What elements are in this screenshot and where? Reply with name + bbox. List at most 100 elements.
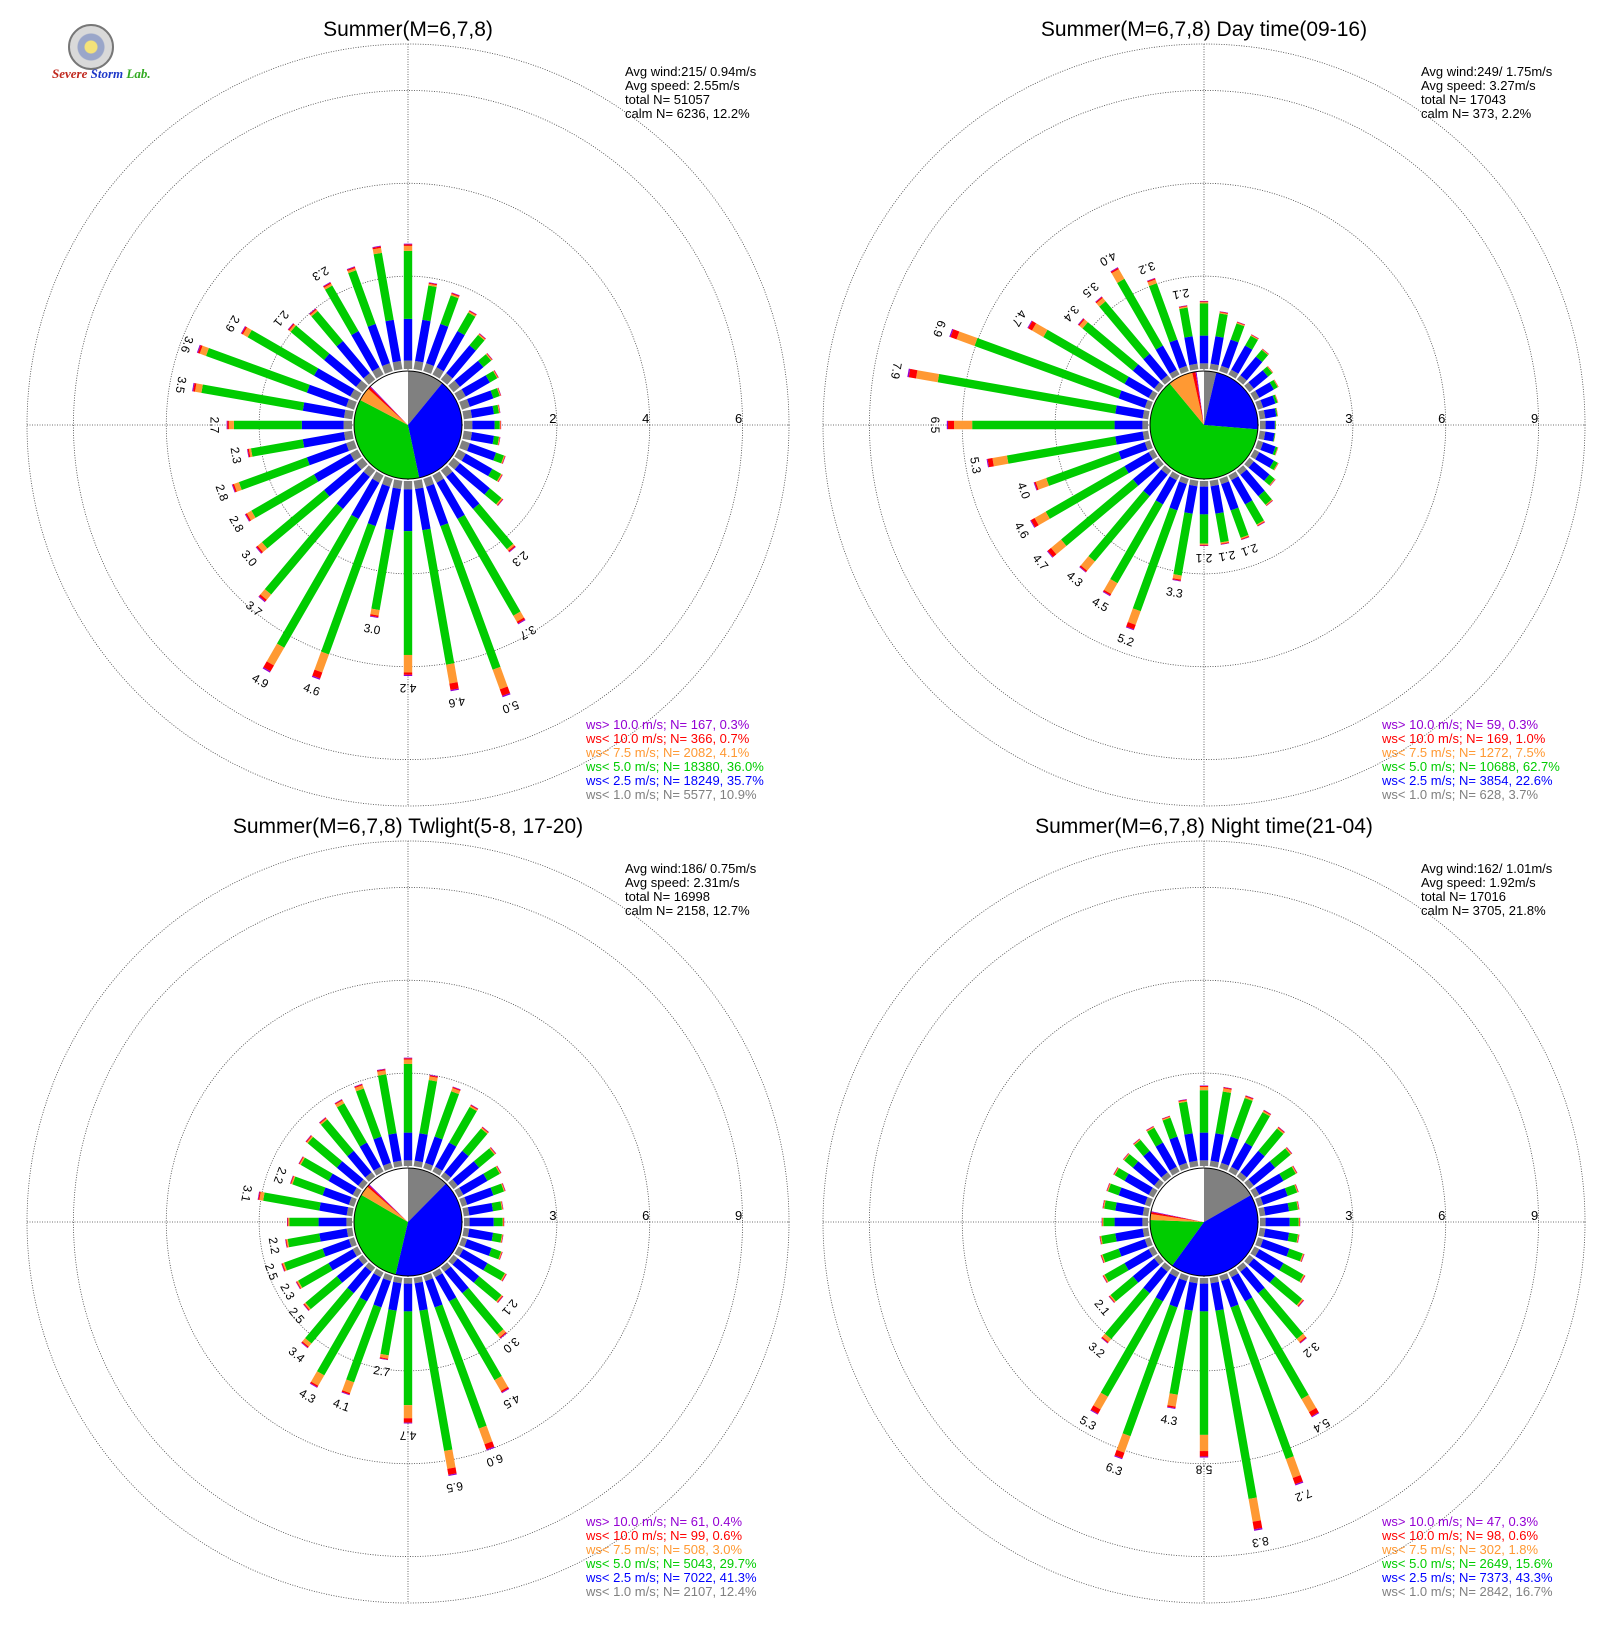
petal-band <box>1102 1275 1107 1284</box>
petal-band <box>1172 579 1181 582</box>
petal-band <box>246 510 256 521</box>
petal-band <box>1161 1115 1171 1120</box>
wind-rose-panel-1: Summer(M=6,7,8) 2 4 6 2.3 3.7 5.0 4.6 4.2 3.0 4.6 4… <box>26 18 790 807</box>
petal-band <box>462 1207 470 1217</box>
petal-value-label: 5.2 <box>1115 631 1136 650</box>
legend-entry: ws< 5.0 m/s; N= 18380, 36.0% <box>585 759 764 774</box>
petal-band <box>313 453 355 482</box>
petal-band <box>501 1388 510 1394</box>
petal-band <box>436 330 465 372</box>
petal-band <box>1104 1200 1117 1211</box>
petal-band <box>323 282 332 288</box>
petal-band <box>1127 608 1141 625</box>
petal-band <box>337 1103 367 1147</box>
petal-band <box>501 1201 504 1210</box>
petal-band <box>454 463 490 495</box>
petal-band <box>937 374 1117 414</box>
petal-band <box>1279 1263 1304 1282</box>
petal-value-label: 4.0 <box>1097 249 1119 270</box>
petal-band <box>403 1160 413 1166</box>
petal-band <box>483 1166 500 1181</box>
ring-label: 9 <box>1531 411 1538 426</box>
legend-entry: ws< 7.5 m/s; N= 1272, 7.5% <box>1381 745 1546 760</box>
petal-band <box>1228 369 1239 379</box>
petal-band <box>1215 1091 1232 1135</box>
petal-band <box>1109 1294 1116 1303</box>
petal-band <box>1260 442 1276 455</box>
petal-band <box>448 1254 458 1265</box>
petal-band <box>478 1425 493 1445</box>
pie-slice <box>1195 371 1204 425</box>
petal-band <box>1250 449 1260 460</box>
petal-band <box>262 667 271 673</box>
petal-band <box>513 611 524 622</box>
petal-band <box>1115 1202 1145 1216</box>
petal-band <box>351 478 380 520</box>
petal-band <box>1132 507 1178 612</box>
stat-line: total N= 17043 <box>1421 92 1506 107</box>
petal-band <box>949 328 954 338</box>
petal-band <box>1104 1287 1150 1340</box>
petal-band <box>347 1150 372 1178</box>
petal-band <box>1143 469 1168 497</box>
petal-band <box>1154 382 1164 393</box>
petal-band <box>1143 1150 1168 1178</box>
pie-slice <box>408 383 463 478</box>
petal-band <box>1297 1201 1300 1210</box>
petal-band <box>426 484 449 527</box>
petal-band <box>501 455 505 464</box>
petal-band <box>1209 363 1219 371</box>
petal-band <box>1287 1201 1298 1212</box>
petal-band <box>1045 466 1129 519</box>
petal-band <box>1219 1273 1230 1282</box>
petal-band <box>257 1191 260 1200</box>
petal-band <box>314 651 329 673</box>
petal-band <box>457 312 476 336</box>
petal-band <box>469 310 477 315</box>
petal-band <box>502 1183 506 1192</box>
petal-band <box>429 1074 438 1077</box>
petal-band <box>440 465 453 478</box>
petal-band <box>1250 1246 1260 1257</box>
petal-band <box>1219 476 1230 485</box>
pie-slice <box>369 386 408 425</box>
petal-band <box>1118 442 1148 460</box>
petal-band <box>1230 507 1249 538</box>
petal-band <box>1210 1133 1224 1163</box>
petal-band <box>199 345 209 356</box>
petal-band <box>251 474 319 518</box>
petal-band <box>492 435 500 446</box>
petal-band <box>1043 329 1129 384</box>
petal-band <box>423 363 434 374</box>
petal-band <box>502 1183 506 1192</box>
petal-band <box>289 1175 294 1184</box>
petal-band <box>1102 1275 1108 1283</box>
panel-title: Summer(M=6,7,8) Twlight(5-8, 17-20) <box>233 815 583 838</box>
petal-band <box>351 330 380 372</box>
petal-band <box>403 672 413 675</box>
petal-band <box>1273 433 1276 442</box>
petal-band <box>432 1268 443 1278</box>
petal-band <box>497 1165 502 1174</box>
petal-value-label: 4.9 <box>250 671 272 692</box>
petal-value-label: 3.3 <box>1165 584 1184 601</box>
petal-band <box>450 293 460 299</box>
petal-band <box>1169 1309 1193 1395</box>
petal-band <box>385 319 401 363</box>
petal-band <box>1103 1274 1109 1283</box>
petal-band <box>1100 1297 1163 1397</box>
petal-band <box>1169 1166 1180 1176</box>
petal-band <box>425 1278 443 1308</box>
petal-band <box>1199 1132 1209 1161</box>
petal-band <box>1276 407 1278 417</box>
petal-band <box>499 686 511 696</box>
petal-band <box>1132 1161 1160 1186</box>
logo-word-lab: Lab. <box>126 66 151 81</box>
petal-band <box>495 1166 501 1174</box>
petal-band <box>1263 431 1275 442</box>
petal-band <box>490 1147 497 1155</box>
petal-band <box>448 1179 458 1190</box>
petal-band <box>298 1263 333 1288</box>
petal-band <box>1178 365 1189 374</box>
petal-band <box>1184 1133 1198 1163</box>
